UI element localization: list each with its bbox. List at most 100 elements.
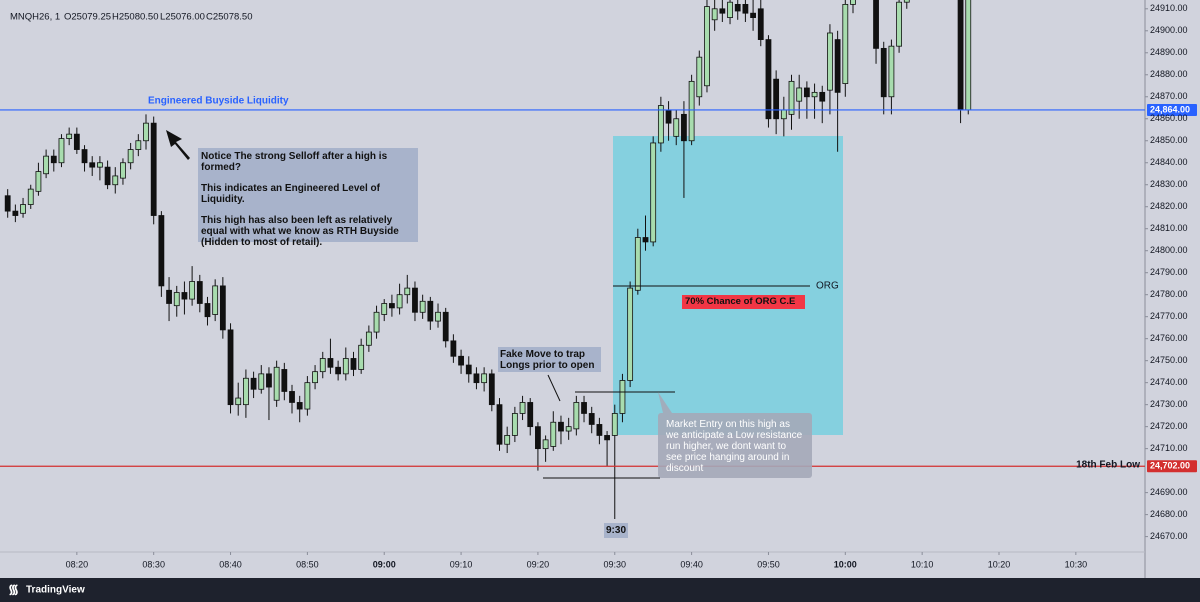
x-tick-label: 10:20 bbox=[988, 559, 1011, 569]
candle-body bbox=[219, 285, 226, 331]
candle-body bbox=[27, 188, 34, 205]
candle-body bbox=[527, 402, 534, 428]
candle-body bbox=[281, 369, 288, 392]
candle-body bbox=[550, 421, 557, 447]
candle-body bbox=[4, 195, 11, 212]
candle-body bbox=[588, 413, 595, 425]
candle-body bbox=[43, 155, 50, 175]
ohlc-open: O25079.25 bbox=[64, 12, 111, 23]
candle-body bbox=[58, 138, 65, 164]
notice-text: This indicates an Engineered Level of Li… bbox=[201, 183, 380, 205]
candle-body bbox=[258, 373, 265, 390]
candle-body bbox=[734, 3, 741, 12]
candle-body bbox=[127, 149, 134, 164]
candle-body bbox=[796, 87, 803, 102]
candle-body bbox=[665, 109, 672, 124]
candle-body bbox=[296, 402, 303, 410]
y-tick-label: 24810.00 bbox=[1150, 223, 1188, 233]
x-tick-label: 09:10 bbox=[450, 559, 473, 569]
ohlc-low: L25076.00 bbox=[160, 12, 205, 23]
candle-body bbox=[396, 294, 403, 309]
candle-body bbox=[20, 204, 26, 214]
x-tick-label: 08:30 bbox=[142, 559, 165, 569]
x-tick-label: 09:50 bbox=[757, 559, 780, 569]
level-price-box bbox=[1147, 103, 1197, 116]
x-tick-label: 09:40 bbox=[680, 559, 703, 569]
candle-body bbox=[742, 3, 749, 14]
x-tick-label: 10:30 bbox=[1065, 559, 1088, 569]
candle-body bbox=[842, 3, 849, 84]
candle-body bbox=[458, 355, 464, 366]
y-tick-label: 24800.00 bbox=[1150, 245, 1188, 255]
candle-body bbox=[66, 133, 73, 139]
candle-body bbox=[903, 0, 910, 3]
y-tick-label: 24900.00 bbox=[1150, 25, 1188, 35]
background bbox=[0, 0, 1200, 578]
candle-body bbox=[542, 439, 549, 450]
candle-body bbox=[81, 149, 88, 164]
candle-body bbox=[350, 358, 357, 370]
candle-body bbox=[711, 8, 718, 21]
candle-body bbox=[619, 380, 626, 414]
candle-body bbox=[727, 1, 733, 18]
open-time-box: 9:30 bbox=[604, 523, 628, 538]
org-chance-box: 70% Chance of ORG C.E bbox=[682, 295, 805, 309]
candle-body bbox=[365, 331, 372, 346]
candle-body bbox=[957, 0, 964, 111]
candle-body bbox=[719, 8, 726, 14]
candle-body bbox=[750, 12, 756, 18]
x-tick-label: 09:20 bbox=[527, 559, 550, 569]
y-tick-label: 24780.00 bbox=[1150, 289, 1188, 299]
y-tick-label: 24750.00 bbox=[1150, 355, 1188, 365]
x-tick-label: 08:40 bbox=[219, 559, 242, 569]
candle-body bbox=[335, 366, 342, 375]
candle-body bbox=[158, 215, 165, 287]
candle-body bbox=[227, 329, 234, 406]
candle-body bbox=[266, 373, 272, 388]
level-price-box bbox=[1147, 460, 1197, 473]
candle-body bbox=[204, 303, 211, 318]
pointer-line bbox=[547, 374, 561, 402]
candle-body bbox=[358, 344, 365, 370]
candle-body bbox=[273, 366, 280, 401]
candle-body bbox=[97, 162, 103, 168]
candle-body bbox=[488, 373, 495, 406]
candle-body bbox=[650, 142, 657, 243]
candle-body bbox=[481, 373, 488, 384]
candle-body bbox=[389, 303, 395, 309]
candle-body bbox=[773, 78, 780, 120]
level-name: Engineered Buyside Liquidity bbox=[148, 96, 289, 107]
candle-body bbox=[965, 0, 972, 111]
y-tick-label: 24880.00 bbox=[1150, 69, 1188, 79]
candle-body bbox=[35, 171, 42, 192]
candle-body bbox=[888, 45, 895, 98]
y-tick-label: 24830.00 bbox=[1150, 179, 1188, 189]
candle-body bbox=[135, 140, 142, 150]
candle-body bbox=[250, 377, 257, 390]
candle-body bbox=[704, 6, 710, 87]
candle-body bbox=[89, 162, 96, 168]
candle-body bbox=[803, 87, 810, 98]
candle-body bbox=[381, 303, 388, 315]
y-tick-label: 24870.00 bbox=[1150, 91, 1188, 101]
candle-body bbox=[450, 340, 457, 357]
candle-body bbox=[611, 413, 618, 436]
candle-body bbox=[642, 237, 649, 243]
levels: 24,864.00 24,702.00 bbox=[0, 103, 1197, 473]
candle-body bbox=[104, 166, 111, 186]
candle-body bbox=[143, 122, 149, 142]
candle-body bbox=[73, 133, 80, 150]
candle-body bbox=[12, 210, 19, 216]
y-tick-label: 24890.00 bbox=[1150, 47, 1188, 57]
logo-mark: ᯾ bbox=[8, 581, 19, 596]
candle-body bbox=[435, 311, 441, 322]
candle-body bbox=[504, 435, 511, 445]
arrow bbox=[166, 130, 190, 160]
y-tick-label: 24760.00 bbox=[1150, 333, 1188, 343]
candle-body bbox=[565, 426, 572, 432]
candle-body bbox=[780, 109, 787, 120]
notice-text: Notice The strong Selloff after a high i… bbox=[201, 151, 388, 173]
y-tick-label: 24710.00 bbox=[1150, 443, 1188, 453]
candles bbox=[4, 0, 972, 520]
